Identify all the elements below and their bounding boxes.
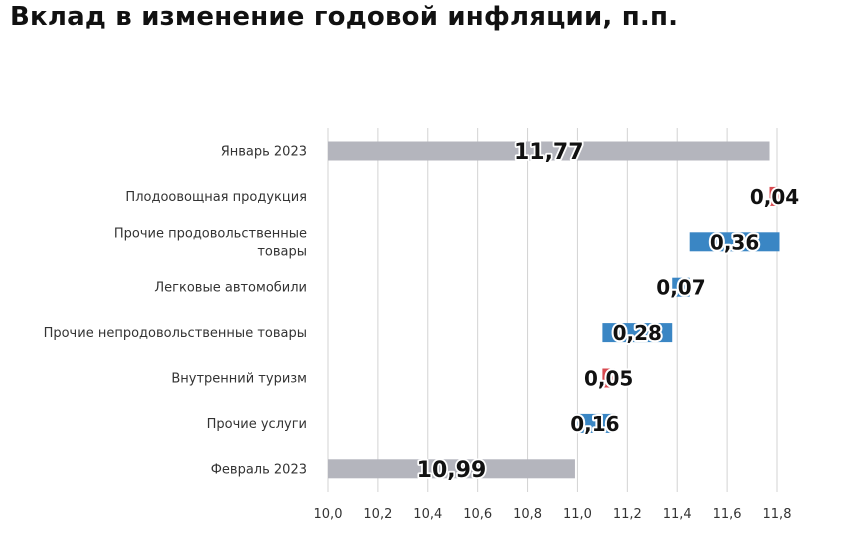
x-tick-label: 10,2 <box>363 507 392 522</box>
decrease-bar <box>689 232 780 252</box>
data-label: 0,16 <box>570 412 619 436</box>
bars <box>328 141 780 479</box>
data-label: 10,99 <box>417 458 487 483</box>
decrease-bar <box>574 413 615 433</box>
x-tick-label: 10,0 <box>314 507 343 522</box>
data-label: 0,28 <box>613 321 662 345</box>
total-bar <box>328 459 575 479</box>
decrease-bar <box>672 277 690 297</box>
data-label: 0,07 <box>656 276 705 300</box>
x-tick-label: 11,2 <box>613 507 642 522</box>
category-labels: Январь 2023 Плодоовощная продукция Прочие … <box>44 145 307 478</box>
category-label: Внутренний туризм <box>171 372 307 387</box>
category-label: Прочие продовольственные товары <box>114 226 307 259</box>
increase-bar <box>769 186 780 206</box>
x-tick-label: 10,4 <box>413 507 442 522</box>
data-labels: 11,77 0,04 0,360,07 0,28 0,05 0,16 10,99 <box>415 138 801 484</box>
total-bar <box>328 141 770 161</box>
x-tick-label: 11,6 <box>713 507 742 522</box>
x-tick-label: 10,6 <box>463 507 492 522</box>
x-tick-label: 11,4 <box>663 507 692 522</box>
category-label: Прочие непродовольственные товары <box>44 326 307 341</box>
x-tick-label: 10,8 <box>513 507 542 522</box>
chart-title: Вклад в изменение годовой инфляции, п.п. <box>10 2 679 32</box>
category-label: Февраль 2023 <box>211 462 307 477</box>
category-label: Прочие услуги <box>207 417 307 432</box>
data-label: 0,04 <box>750 185 799 209</box>
x-tick-label: 11,8 <box>763 507 792 522</box>
decrease-bar <box>602 323 673 343</box>
category-label: Легковые автомобили <box>154 281 307 296</box>
data-label: 11,77 <box>514 140 584 165</box>
data-label: 0,05 <box>584 367 633 391</box>
category-label: Плодоовощная продукция <box>125 190 307 205</box>
x-axis-ticks: 10,0 10,2 10,4 10,6 10,8 11,0 11,2 11,4 11,6 11,8 <box>314 507 792 522</box>
grid-lines <box>327 128 778 492</box>
category-label: Январь 2023 <box>221 145 307 160</box>
x-tick-label: 11,0 <box>563 507 592 522</box>
increase-bar <box>602 368 615 388</box>
data-label: 0,36 <box>710 230 759 254</box>
